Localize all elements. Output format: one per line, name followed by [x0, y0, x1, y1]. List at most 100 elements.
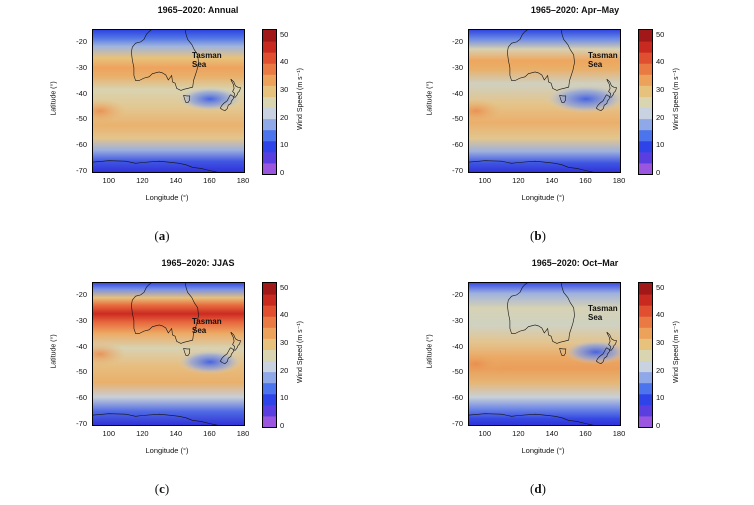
coastlines: [468, 29, 617, 173]
x-axis-label: Longitude (°): [521, 193, 565, 202]
low-wind-anomaly: [178, 87, 242, 111]
high-wind-anomaly: [468, 352, 502, 376]
colorbar: [638, 29, 653, 175]
colorbar-tick-label: 20: [656, 112, 665, 122]
y-tick-label: -20: [452, 36, 463, 46]
x-tick-label: 140: [545, 429, 559, 438]
y-tick-label: -60: [76, 140, 87, 150]
panel-title: 1965–2020: Oct–Mar: [531, 258, 619, 268]
colorbar-label: Wind Speed (m s⁻¹): [297, 320, 304, 384]
high-wind-anomaly: [92, 342, 126, 366]
y-tick-label: -70: [76, 419, 87, 428]
colorbar-tick-label: 50: [656, 29, 665, 39]
y-tick-label: -50: [76, 367, 87, 377]
high-wind-anomaly: [468, 99, 502, 123]
colorbar-tick-label: 50: [280, 29, 289, 39]
y-tick-label: -20: [452, 289, 463, 299]
colorbar-tick-label: 30: [280, 84, 289, 94]
y-axis-label: Latitude (°): [426, 334, 434, 369]
colorbar-tick-label: 20: [280, 112, 289, 122]
x-tick-label: 140: [169, 429, 183, 438]
colorbar-tick-label: 20: [280, 365, 289, 375]
panel-title: 1965–2020: Apr–May: [530, 5, 620, 15]
coastlines: [92, 29, 241, 173]
colorbar-tick-label: 40: [280, 310, 289, 320]
wind-speed-map: Tasman Sea: [468, 29, 621, 173]
panel-label: (b): [530, 228, 546, 243]
x-tick-label: 140: [169, 176, 183, 185]
x-axis-label: Longitude (°): [521, 446, 565, 455]
colorbar-tick-label: 20: [656, 365, 665, 375]
y-tick-label: -70: [452, 166, 463, 175]
y-tick-label: -40: [76, 341, 87, 351]
high-wind-anomaly: [92, 99, 126, 123]
wind-speed-map: Tasman Sea: [92, 29, 245, 173]
panel-c: 1965–2020: JJAS: [0, 253, 377, 505]
wind-speed-map: Tasman Sea: [92, 282, 245, 426]
y-tick-label: -30: [452, 315, 463, 325]
colorbar-tick-label: 30: [280, 337, 289, 347]
y-tick-label: -30: [452, 62, 463, 72]
colorbar-label: Wind Speed (m s⁻¹): [297, 67, 304, 131]
panel-d: 1965–2020: Oct–Mar: [377, 253, 754, 505]
x-tick-label: 100: [102, 176, 116, 185]
y-axis-label: Latitude (°): [426, 81, 434, 116]
colorbar: [262, 29, 277, 175]
x-tick-label: 100: [102, 429, 116, 438]
colorbar-tick-label: 40: [280, 57, 289, 67]
colorbar-tick-label: 10: [656, 393, 665, 403]
panel-title: 1965–2020: JJAS: [161, 258, 235, 268]
colorbar-tick-label: 50: [656, 282, 665, 292]
tasman-sea-label: Tasman Sea: [192, 317, 222, 335]
panel-b: 1965–2020: Apr–May: [377, 0, 754, 252]
y-tick-label: -70: [76, 166, 87, 175]
y-tick-label: -70: [452, 419, 463, 428]
x-tick-label: 100: [478, 176, 492, 185]
panel-label: (d): [530, 481, 546, 496]
colorbar: [262, 282, 277, 428]
colorbar-label: Wind Speed (m s⁻¹): [673, 320, 680, 384]
y-tick-label: -60: [76, 393, 87, 403]
colorbar-tick-label: 50: [280, 282, 289, 292]
y-tick-label: -50: [452, 367, 463, 377]
y-tick-label: -50: [76, 114, 87, 124]
low-wind-anomaly: [546, 85, 621, 113]
y-tick-label: -30: [76, 62, 87, 72]
y-tick-label: -60: [452, 393, 463, 403]
y-tick-label: -40: [76, 88, 87, 98]
y-tick-label: -60: [452, 140, 463, 150]
x-tick-label: 160: [579, 429, 592, 438]
low-wind-anomaly: [564, 340, 621, 364]
coastlines: [468, 282, 617, 426]
x-tick-label: 100: [478, 429, 492, 438]
panel-label: (c): [154, 481, 170, 496]
x-tick-label: 140: [545, 176, 559, 185]
colorbar-tick-label: 0: [280, 168, 285, 177]
wind-speed-map: Tasman Sea: [468, 282, 621, 426]
x-tick-label: 120: [512, 429, 525, 438]
y-tick-label: -20: [76, 289, 87, 299]
x-tick-label: 120: [512, 176, 525, 185]
x-tick-label: 180: [612, 176, 626, 185]
x-tick-label: 180: [236, 176, 250, 185]
colorbar: [638, 282, 653, 428]
colorbar-label: Wind Speed (m s⁻¹): [673, 67, 680, 131]
y-axis-label: Latitude (°): [50, 81, 58, 116]
panel-title: 1965–2020: Annual: [157, 5, 239, 15]
tasman-sea-label: Tasman Sea: [588, 51, 618, 69]
colorbar-tick-label: 0: [656, 168, 661, 177]
coastlines: [92, 282, 241, 426]
y-tick-label: -40: [452, 341, 463, 351]
colorbar-tick-label: 30: [656, 337, 665, 347]
colorbar-tick-label: 40: [656, 57, 665, 67]
tasman-sea-label: Tasman Sea: [588, 304, 618, 322]
y-axis-label: Latitude (°): [50, 334, 58, 369]
colorbar-tick-label: 10: [280, 393, 289, 403]
x-tick-label: 160: [203, 176, 216, 185]
x-tick-label: 160: [579, 176, 592, 185]
colorbar-tick-label: 0: [280, 421, 285, 430]
x-axis-label: Longitude (°): [145, 446, 189, 455]
x-tick-label: 120: [136, 176, 149, 185]
y-tick-label: -40: [452, 88, 463, 98]
colorbar-tick-label: 10: [280, 140, 289, 150]
